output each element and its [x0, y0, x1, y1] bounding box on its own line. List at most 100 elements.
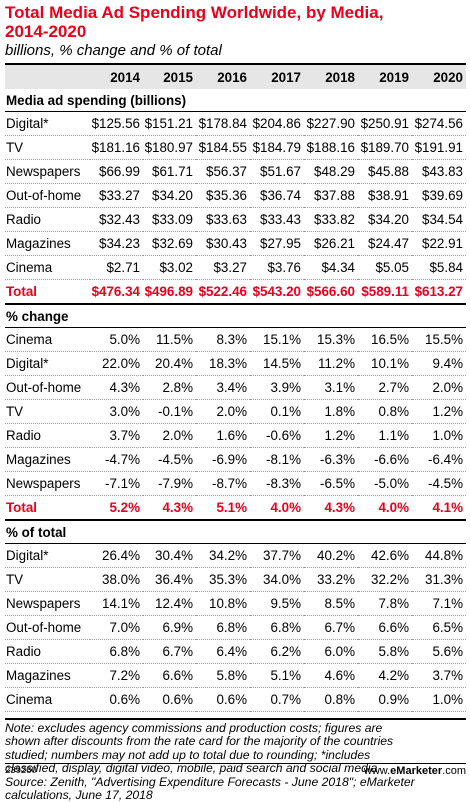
table-cell: $37.88	[304, 183, 358, 208]
table-cell: $476.34	[90, 279, 143, 305]
table-cell: $33.27	[90, 183, 143, 208]
total-row: Total $476.34 $496.89 $522.46 $543.20 $566.60…	[5, 279, 466, 305]
table-cell: $33.09	[143, 207, 196, 232]
section-title: % change	[5, 303, 466, 328]
table-cell: 32.2%	[358, 567, 412, 592]
row-label: Total	[5, 495, 90, 521]
table-cell: -5.0%	[358, 471, 412, 496]
table-cell: 7.2%	[90, 663, 143, 688]
table-cell: 4.3%	[143, 495, 196, 521]
table-cell: $2.71	[90, 255, 143, 280]
chart-id: 239260	[5, 765, 37, 776]
table-row: Radio 3.7% 2.0% 1.6% -0.6% 1.2% 1.1% 1.0%	[5, 423, 466, 448]
table-cell: 4.0%	[358, 495, 412, 521]
row-label: Digital*	[5, 351, 90, 376]
table-cell: 4.3%	[304, 495, 358, 521]
table-cell: 0.8%	[358, 399, 412, 424]
table-row: Newspapers $66.99 $61.71 $56.37 $51.67 $48.29…	[5, 159, 466, 184]
row-label: Digital*	[5, 111, 90, 136]
table-cell: 9.5%	[250, 591, 304, 616]
year-header: 2014	[90, 63, 143, 89]
year-header: 2017	[250, 63, 304, 89]
table-cell: 1.2%	[412, 399, 466, 424]
table-cell: 0.6%	[143, 687, 196, 712]
row-label: Total	[5, 279, 90, 305]
row-label: Newspapers	[5, 159, 90, 184]
table-cell: $589.11	[358, 279, 412, 305]
table-cell: 4.1%	[412, 495, 466, 521]
table-cell: 4.2%	[358, 663, 412, 688]
table-cell: 15.1%	[250, 327, 304, 352]
table-row: Out-of-home 4.3% 2.8% 3.4% 3.9% 3.1% 2.7% 2.0%	[5, 375, 466, 400]
table-cell: 3.7%	[412, 663, 466, 688]
table-cell: -4.5%	[412, 471, 466, 496]
row-label: Radio	[5, 423, 90, 448]
row-label: Magazines	[5, 447, 90, 472]
table-cell: -0.1%	[143, 399, 196, 424]
table-cell: $33.43	[250, 207, 304, 232]
year-header: 2015	[143, 63, 196, 89]
table-row: TV 38.0% 36.4% 35.3% 34.0% 33.2% 32.2% 31.3%	[5, 567, 466, 592]
chart-subtitle: billions, % change and % of total	[5, 42, 222, 59]
table-cell: 6.7%	[143, 639, 196, 664]
table-cell: 5.8%	[358, 639, 412, 664]
table-cell: $32.69	[143, 231, 196, 256]
table-cell: $30.43	[196, 231, 250, 256]
table-cell: 5.0%	[90, 327, 143, 352]
table-row: Newspapers 14.1% 12.4% 10.8% 9.5% 8.5% 7.8% 7.1…	[5, 591, 466, 616]
section-title: % of total	[5, 519, 466, 544]
table-cell: 2.7%	[358, 375, 412, 400]
table-cell: 34.2%	[196, 543, 250, 568]
table-cell: 14.5%	[250, 351, 304, 376]
table-cell: 6.8%	[90, 639, 143, 664]
data-table: 2014 2015 2016 2017 2018 2019 2020 Media ad sp…	[5, 63, 466, 712]
table-row: Cinema 0.6% 0.6% 0.6% 0.7% 0.8% 0.9% 1.0%	[5, 687, 466, 712]
table-row: Magazines -4.7% -4.5% -6.9% -8.1% -6.3% -6.6% -…	[5, 447, 466, 472]
table-cell: 0.8%	[304, 687, 358, 712]
section-header-row: Media ad spending (billions)	[5, 89, 466, 112]
table-row: Magazines $34.23 $32.69 $30.43 $27.95 $26.21 $…	[5, 231, 466, 256]
note-line: Note: excludes agency commissions and pr…	[5, 721, 383, 735]
table-cell: $33.82	[304, 207, 358, 232]
table-cell: $48.29	[304, 159, 358, 184]
table-row: Out-of-home $33.27 $34.20 $35.36 $36.74 $37.8…	[5, 183, 466, 208]
row-label: Magazines	[5, 231, 90, 256]
table-cell: 3.1%	[304, 375, 358, 400]
table-cell: $34.54	[412, 207, 466, 232]
table-cell: 1.0%	[412, 687, 466, 712]
table-cell: 35.3%	[196, 567, 250, 592]
table-cell: -6.5%	[304, 471, 358, 496]
table-cell: 0.6%	[90, 687, 143, 712]
table-cell: 6.5%	[412, 615, 466, 640]
title-line-2: 2014-2020	[5, 22, 87, 41]
chart-title: Total Media Ad Spending Worldwide, by Me…	[5, 0, 466, 41]
table-cell: $39.69	[412, 183, 466, 208]
table-cell: 6.9%	[143, 615, 196, 640]
brand-suffix: .com	[442, 765, 466, 777]
table-cell: 7.0%	[90, 615, 143, 640]
table-row: TV 3.0% -0.1% 2.0% 0.1% 1.8% 0.8% 1.2%	[5, 399, 466, 424]
section-title: Media ad spending (billions)	[5, 89, 466, 112]
table-cell: $181.16	[90, 135, 143, 160]
table-cell: $5.84	[412, 255, 466, 280]
table-cell: $61.71	[143, 159, 196, 184]
table-cell: 14.1%	[90, 591, 143, 616]
row-label: Magazines	[5, 663, 90, 688]
table-cell: $274.56	[412, 111, 466, 136]
table-cell: $4.34	[304, 255, 358, 280]
year-header: 2019	[358, 63, 412, 89]
table-cell: $34.20	[358, 207, 412, 232]
row-label: TV	[5, 399, 90, 424]
table-cell: 11.2%	[304, 351, 358, 376]
table-cell: -7.1%	[90, 471, 143, 496]
table-cell: 16.5%	[358, 327, 412, 352]
table-cell: $250.91	[358, 111, 412, 136]
table-cell: 5.2%	[90, 495, 143, 521]
table-cell: 7.1%	[412, 591, 466, 616]
table-cell: 2.0%	[143, 423, 196, 448]
table-cell: -6.6%	[358, 447, 412, 472]
table-cell: 1.0%	[412, 423, 466, 448]
source-line: calculations, June 17, 2018	[5, 788, 153, 802]
table-cell: 10.1%	[358, 351, 412, 376]
row-label: TV	[5, 567, 90, 592]
